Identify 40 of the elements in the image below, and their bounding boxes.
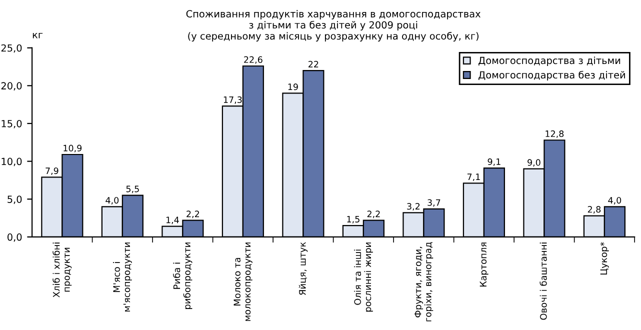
data-label: 22 — [308, 60, 318, 68]
data-label: 3,2 — [407, 203, 420, 211]
y-tick-label: 5,0 — [8, 196, 22, 204]
data-label: 4,0 — [106, 196, 119, 204]
y-tick-label: 25,0 — [1, 44, 22, 53]
x-tick-label: Олія та інші рослинні жири — [354, 242, 373, 312]
data-label: 1,5 — [347, 216, 360, 224]
y-axis-title: кг — [32, 32, 43, 38]
data-label: 4,0 — [608, 196, 622, 204]
y-tick-label: 20,0 — [1, 82, 22, 90]
data-label: 7,9 — [46, 167, 58, 175]
x-tick-label: Цукор* — [600, 242, 609, 274]
x-tick-label: М'ясо і м'ясопродукти — [113, 242, 132, 312]
data-label: 7,1 — [467, 174, 480, 182]
data-label: 9,1 — [488, 158, 500, 166]
data-label: 2,2 — [186, 210, 200, 218]
x-tick-label: Яйця, штук — [298, 242, 308, 295]
data-label: 22,6 — [244, 56, 262, 64]
x-tick-label: Фрукти, ягоди, горіхи, виноград — [414, 242, 434, 322]
x-tick-label: Риба і рибопродукти — [173, 242, 192, 309]
y-tick-label: 0,0 — [8, 233, 22, 242]
legend-label: Домогосподарства з дітьми — [478, 56, 620, 66]
data-label: 10,9 — [64, 144, 82, 152]
data-label: 12,8 — [546, 130, 564, 138]
data-label: 1,4 — [166, 216, 179, 224]
data-label: 19 — [288, 84, 298, 90]
data-label: 5,5 — [126, 186, 139, 194]
y-tick-label: 15,0 — [2, 120, 22, 128]
data-label: 2,8 — [588, 206, 601, 214]
data-label: 3,7 — [428, 199, 440, 207]
chart-title: Споживання продуктів харчування в домогосподарствах з дітьми та без дітей у 2009 році (у середньому за місяць у розрахунку на одну особу, кг) — [186, 10, 481, 42]
data-label: 9,0 — [528, 159, 540, 167]
x-tick-label: Овочі і баштанні — [540, 242, 547, 320]
y-tick-label: 10,0 — [2, 158, 22, 166]
data-label: 2,2 — [367, 210, 380, 218]
x-tick-label: Хліб і хлібні продукти — [52, 242, 72, 298]
x-tick-label: Молоко та молокопродукти — [234, 242, 252, 321]
data-label: 17,3 — [224, 96, 242, 104]
legend-label: Домогосподарства без дітей — [478, 70, 625, 80]
x-tick-label: Картопля — [480, 242, 488, 286]
